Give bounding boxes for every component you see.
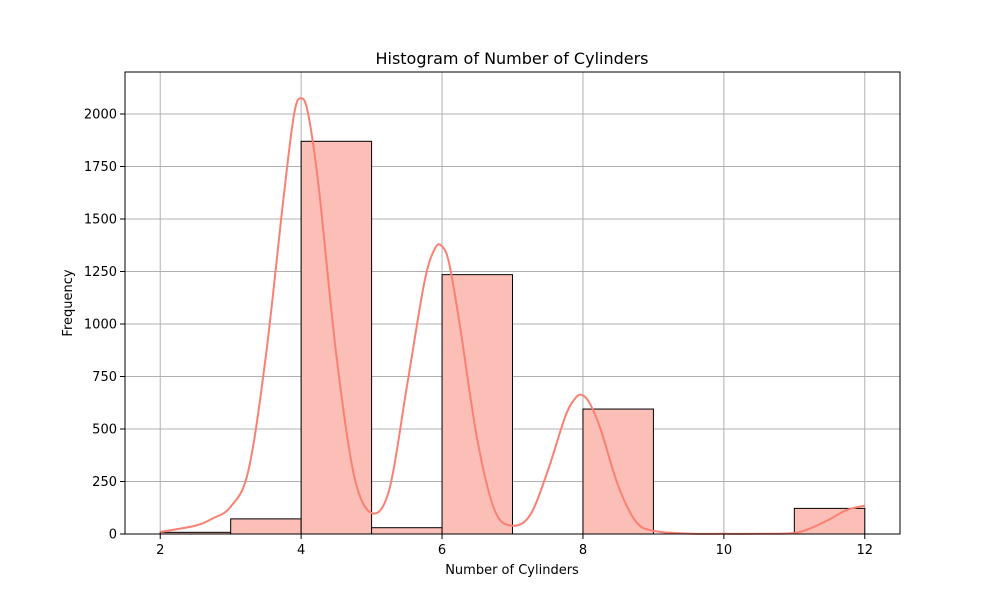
x-tick-label: 2 bbox=[156, 543, 164, 558]
x-tick-label: 12 bbox=[856, 543, 873, 558]
x-tick-label: 8 bbox=[579, 543, 587, 558]
y-tick-label: 0 bbox=[109, 528, 117, 543]
histogram-bars bbox=[159, 140, 866, 535]
x-axis-ticks: 2 4 6 8 10 12 bbox=[156, 534, 873, 558]
y-axis-label: Frequency bbox=[61, 269, 76, 336]
y-tick-label: 500 bbox=[92, 423, 117, 438]
y-tick-label: 1500 bbox=[84, 213, 117, 228]
histogram-bar bbox=[582, 408, 654, 535]
x-axis-label: Number of Cylinders bbox=[445, 563, 579, 578]
histogram-bar bbox=[230, 518, 302, 535]
y-tick-label: 750 bbox=[92, 370, 117, 385]
histogram-bar bbox=[300, 140, 373, 535]
grid-lines bbox=[125, 72, 900, 535]
y-tick-label: 1750 bbox=[84, 160, 117, 175]
plot-frame bbox=[124, 71, 901, 535]
x-tick-label: 10 bbox=[716, 543, 733, 558]
kde-curve bbox=[160, 97, 866, 535]
y-tick-label: 250 bbox=[92, 475, 117, 490]
x-tick-label: 4 bbox=[297, 543, 305, 558]
y-tick-label: 2000 bbox=[84, 108, 117, 123]
histogram-bar bbox=[371, 527, 443, 535]
x-tick-label: 6 bbox=[438, 543, 446, 558]
y-axis-ticks: 0 250 500 750 1000 1250 1500 1750 2000 bbox=[84, 108, 125, 543]
chart-title: Histogram of Number of Cylinders bbox=[375, 49, 648, 68]
kde-curve-group bbox=[160, 97, 866, 535]
y-tick-label: 1000 bbox=[84, 318, 117, 333]
histogram-bar bbox=[441, 274, 513, 535]
y-tick-label: 1250 bbox=[84, 265, 117, 280]
